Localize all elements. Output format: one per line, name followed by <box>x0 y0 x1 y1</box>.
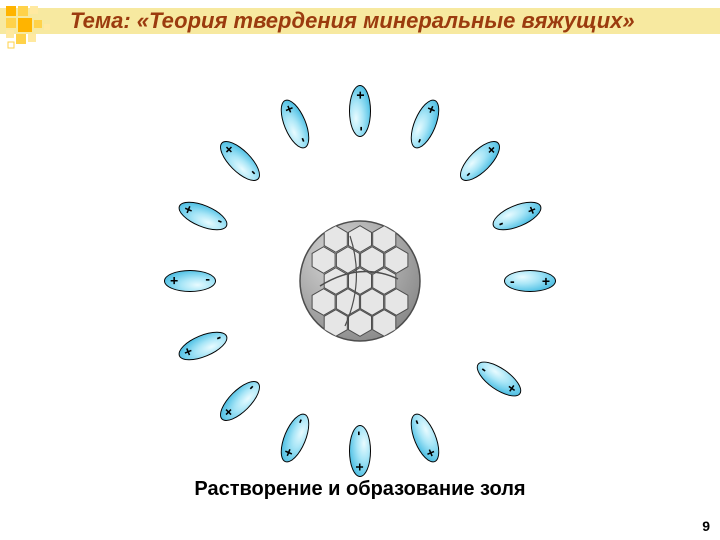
dipole: -+ <box>472 355 527 403</box>
dipole: -+ <box>349 85 371 137</box>
page-number: 9 <box>702 518 710 534</box>
dipole: -+ <box>164 270 216 292</box>
plus-sign: + <box>349 91 371 99</box>
dipole-body <box>214 135 266 187</box>
dipole: -+ <box>175 326 231 366</box>
sol-formation-diagram: -+-+-+-+-+-+-+-+-+-+-+-+-+-+-+ <box>0 56 720 496</box>
mineral-particle-icon <box>298 219 422 343</box>
dipole: -+ <box>349 425 371 477</box>
dipole: -+ <box>454 135 506 187</box>
dipole-body <box>214 375 266 427</box>
slide: { "title": { "text": "Тема: «Теория твер… <box>0 0 720 540</box>
dipole: -+ <box>214 135 266 187</box>
dipole: -+ <box>275 96 315 152</box>
plus-sign: + <box>170 270 178 292</box>
dipole: -+ <box>405 410 445 466</box>
plus-sign: + <box>349 463 371 471</box>
slide-title: Тема: «Теория твердения минеральные вяжу… <box>70 8 700 34</box>
corner-logo-icon <box>6 6 52 52</box>
dipole-body <box>454 135 506 187</box>
dipole: -+ <box>275 410 315 466</box>
minus-sign: - <box>349 126 371 131</box>
title-bar: Тема: «Теория твердения минеральные вяжу… <box>0 8 720 38</box>
diagram-caption: Растворение и образование золя <box>0 478 720 501</box>
minus-sign: - <box>205 270 210 292</box>
dipole: -+ <box>175 196 231 236</box>
dipole: -+ <box>405 96 445 152</box>
dipole: -+ <box>489 196 545 236</box>
dipole: -+ <box>504 270 556 292</box>
plus-sign: + <box>542 270 550 292</box>
minus-sign: - <box>510 270 515 292</box>
minus-sign: - <box>349 431 371 436</box>
dipole: -+ <box>214 375 266 427</box>
